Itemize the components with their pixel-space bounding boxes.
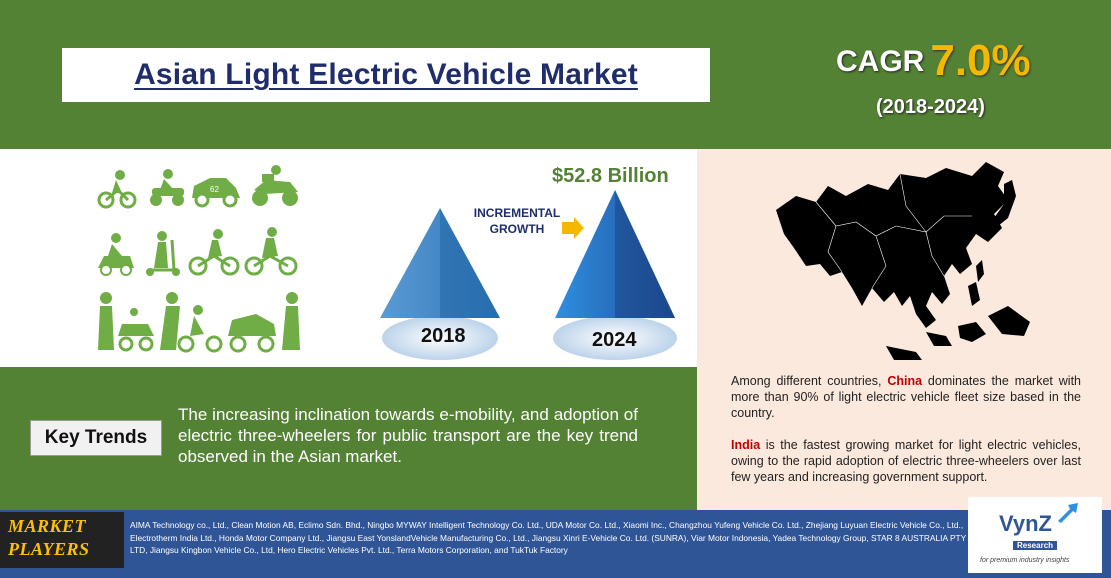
- cagr-label: CAGR: [836, 45, 925, 78]
- market-players-text: AIMA Technology co., Ltd., Clean Motion …: [130, 520, 967, 555]
- kid-motorbike-icon: [252, 165, 298, 206]
- india-text: is the fastest growing market for light …: [731, 438, 1081, 484]
- incremental-line2: GROWTH: [489, 222, 545, 236]
- logo-tagline: for premium industry insights: [980, 557, 1070, 564]
- asia-map: [776, 162, 1030, 360]
- page-title: Asian Light Electric Vehicle Market: [134, 58, 638, 91]
- logo-arrow-icon: [1058, 503, 1078, 523]
- market-value-label: $52.8 Billion: [552, 165, 669, 187]
- kid-vehicles-icon-grid: 62: [97, 165, 300, 353]
- kid-balance-bike-icon: [97, 170, 137, 209]
- parent-kid-car-icon: [98, 292, 154, 352]
- china-text: dominates the market with more than 90% …: [731, 374, 1081, 420]
- incremental-growth-label: INCREMENTAL GROWTH: [468, 205, 566, 237]
- players-label-line1: MARKET: [8, 516, 87, 536]
- market-players-label: MARKET PLAYERS: [8, 515, 90, 561]
- vynz-logo: [968, 497, 1102, 573]
- india-insight: India is the fastest growing market for …: [731, 437, 1081, 485]
- market-players-band: [0, 510, 1111, 578]
- kid-quad-bike-icon: [150, 169, 184, 206]
- incremental-line1: INCREMENTAL: [473, 206, 561, 220]
- kid-electric-car-icon: 62: [192, 178, 240, 208]
- insights-text: Among different countries, China dominat…: [731, 373, 1081, 501]
- year-end-label: 2024: [592, 329, 637, 351]
- parent-kid-toy-car-icon: [228, 292, 300, 353]
- china-insight: Among different countries, China dominat…: [731, 373, 1081, 421]
- kid-bicycle-2-icon: [244, 227, 298, 276]
- pyramid-2018: [380, 208, 500, 360]
- kid-scooter-icon: [146, 231, 180, 276]
- china-prefix: Among different countries,: [731, 374, 888, 388]
- growth-pyramids: [380, 190, 677, 360]
- svg-text:62: 62: [210, 185, 219, 194]
- pyramid-2024: [553, 190, 677, 360]
- year-start-label: 2018: [421, 325, 466, 347]
- market-players-box: [0, 512, 124, 568]
- kid-bicycle-icon: [188, 229, 240, 276]
- china-name: China: [887, 374, 923, 388]
- logo-sub: Research: [1013, 541, 1058, 550]
- parent-kid-bike-icon: [160, 292, 223, 353]
- cagr: CAGR 7.0%: [836, 36, 1031, 86]
- logo-name: VynZ: [999, 511, 1052, 536]
- india-name: India: [731, 438, 761, 452]
- kid-ride-on-icon: [98, 233, 134, 276]
- key-trends-label: Key Trends: [30, 420, 162, 456]
- players-label-line2: PLAYERS: [8, 539, 90, 559]
- cagr-period: (2018-2024): [876, 96, 985, 118]
- key-trends-text: The increasing inclination towards e-mob…: [178, 405, 638, 466]
- cagr-value: 7.0%: [930, 36, 1031, 85]
- title-box: Asian Light Electric Vehicle Market: [62, 48, 710, 102]
- incremental-arrow: [562, 217, 584, 239]
